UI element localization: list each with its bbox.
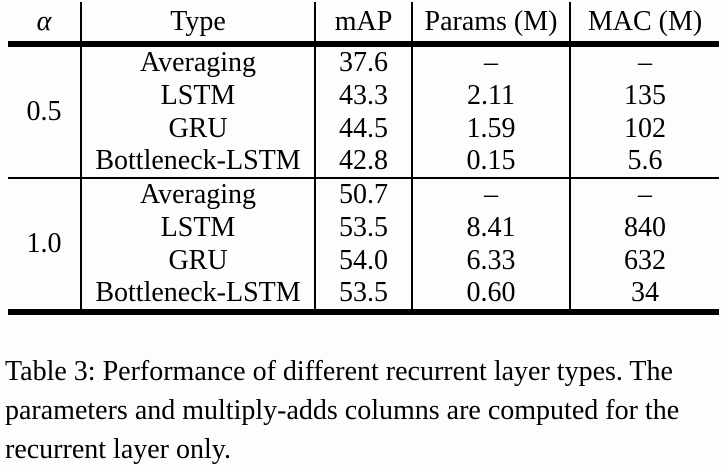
table-row: 0.5 Averaging 37.6 – – (8, 44, 719, 127)
type-cell: GRU (80, 244, 315, 277)
col-header-alpha: α (8, 2, 81, 47)
mac-cell: 840 (569, 211, 719, 244)
table-row: Bottleneck-LSTM 42.8 0.15 5.6 (8, 145, 719, 178)
params-cell: 0.15 (411, 145, 570, 178)
type-cell: Bottleneck-LSTM (80, 145, 315, 178)
table-row: GRU 54.0 6.33 632 (8, 244, 719, 277)
table-row: LSTM 53.5 8.41 840 (8, 211, 719, 244)
table-row: GRU 44.5 1.59 102 (8, 112, 719, 145)
caption-line-3: recurrent layer only. (5, 434, 231, 465)
mac-cell: – (569, 177, 719, 211)
map-cell: 54.0 (314, 244, 412, 277)
params-cell: 8.41 (411, 211, 570, 244)
group-alpha-0.5: 0.5 Averaging 37.6 – – LSTM 43.3 2.11 13… (8, 44, 719, 178)
results-table: α Type mAP Params (M) MAC (M) 0.5 Averag… (8, 2, 719, 315)
type-cell: Averaging (80, 177, 315, 211)
table-row: 1.0 Averaging 50.7 – – (8, 177, 719, 312)
params-cell: 0.60 (411, 277, 570, 312)
params-cell: 6.33 (411, 244, 570, 277)
map-cell: 53.5 (314, 211, 412, 244)
caption-line-1: Table 3: Performance of different recurr… (5, 356, 673, 387)
mac-cell: – (569, 44, 719, 79)
col-header-type: Type (80, 2, 315, 47)
header-row: α Type mAP Params (M) MAC (M) (8, 2, 719, 47)
map-cell: 42.8 (314, 145, 412, 178)
table-caption: Table 3: Performance of different recurr… (5, 352, 724, 465)
table-header: α Type mAP Params (M) MAC (M) (8, 2, 719, 47)
params-cell: – (411, 177, 570, 211)
type-cell: LSTM (80, 79, 315, 112)
params-cell: 1.59 (411, 112, 570, 145)
caption-line-2: parameters and multiply-adds columns are… (5, 395, 680, 426)
col-header-map: mAP (314, 2, 412, 47)
alpha-value: 1.0 (8, 177, 81, 312)
map-cell: 43.3 (314, 79, 412, 112)
table-row: LSTM 43.3 2.11 135 (8, 79, 719, 112)
group-alpha-1.0: 1.0 Averaging 50.7 – – LSTM 53.5 8.41 84… (8, 177, 719, 312)
mac-cell: 632 (569, 244, 719, 277)
table-row: Bottleneck-LSTM 53.5 0.60 34 (8, 277, 719, 312)
type-cell: Bottleneck-LSTM (80, 277, 315, 312)
params-cell: 2.11 (411, 79, 570, 112)
params-cell: – (411, 44, 570, 79)
col-header-params: Params (M) (411, 2, 570, 47)
type-cell: LSTM (80, 211, 315, 244)
mac-cell: 135 (569, 79, 719, 112)
mac-cell: 5.6 (569, 145, 719, 178)
col-header-mac: MAC (M) (569, 2, 719, 47)
map-cell: 37.6 (314, 44, 412, 79)
type-cell: Averaging (80, 44, 315, 79)
map-cell: 53.5 (314, 277, 412, 312)
alpha-value: 0.5 (26, 96, 62, 127)
type-cell: GRU (80, 112, 315, 145)
mac-cell: 102 (569, 112, 719, 145)
map-cell: 50.7 (314, 177, 412, 211)
mac-cell: 34 (569, 277, 719, 312)
map-cell: 44.5 (314, 112, 412, 145)
